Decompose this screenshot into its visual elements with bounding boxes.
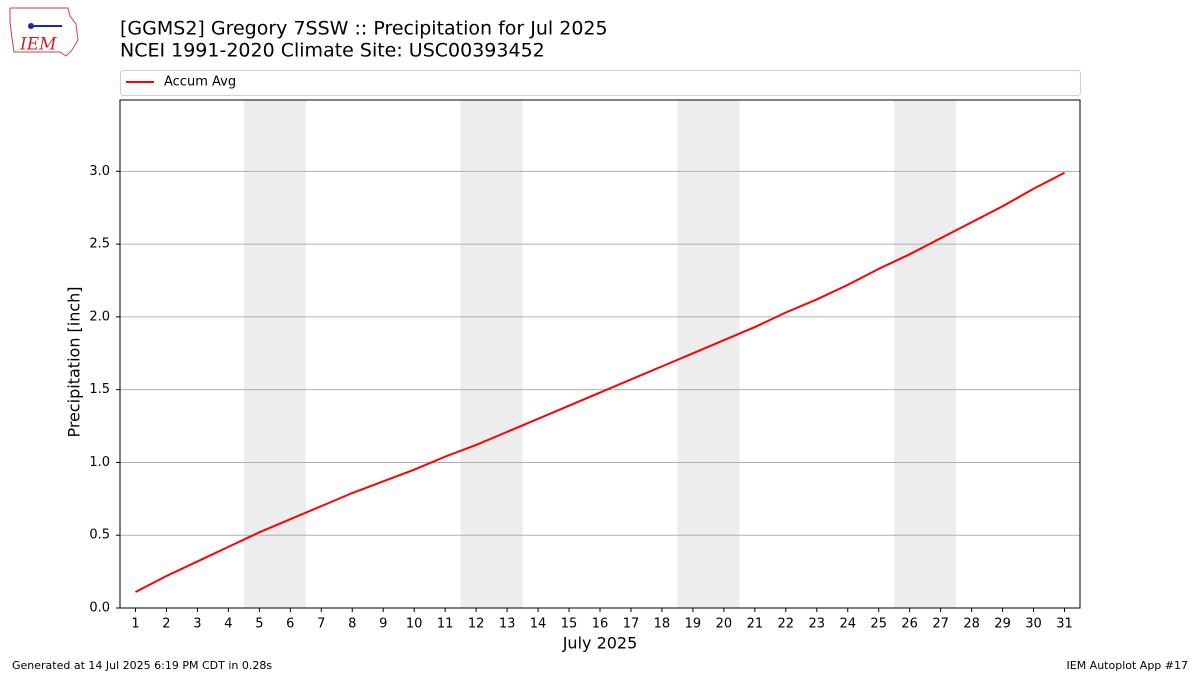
x-tick-label: 29 — [994, 617, 1011, 632]
x-tick-label: 23 — [809, 617, 826, 632]
x-tick-label: 4 — [224, 617, 232, 632]
x-tick-label: 9 — [379, 617, 387, 632]
logo: IEM — [9, 7, 79, 57]
y-tick-label: 0.0 — [89, 601, 110, 616]
y-tick-label: 0.5 — [89, 528, 110, 543]
x-tick-label: 10 — [406, 617, 423, 632]
y-axis-label: Precipitation [inch] — [65, 286, 84, 437]
x-tick-label: 17 — [623, 617, 640, 632]
x-tick-label: 6 — [286, 617, 294, 632]
x-tick-label: 30 — [1025, 617, 1042, 632]
y-tick-label: 2.5 — [89, 237, 110, 252]
x-tick-label: 12 — [468, 617, 485, 632]
plot-frame — [119, 99, 1081, 609]
x-tick-label: 15 — [561, 617, 578, 632]
weekend-shade — [894, 100, 957, 608]
chart-subtitle: NCEI 1991-2020 Climate Site: USC00393452 — [120, 40, 545, 62]
x-tick-label: 16 — [592, 617, 609, 632]
footer-left: Generated at 14 Jul 2025 6:19 PM CDT in … — [12, 659, 272, 672]
weekend-shade — [677, 100, 740, 608]
x-tick-label: 28 — [963, 617, 980, 632]
x-tick-label: 11 — [437, 617, 454, 632]
weekend-shade — [460, 100, 523, 608]
weekend-shade — [243, 100, 306, 608]
x-tick-label: 21 — [747, 617, 764, 632]
legend-box — [120, 70, 1081, 96]
x-tick-label: 1 — [131, 617, 139, 632]
chart-title: [GGMS2] Gregory 7SSW :: Precipitation fo… — [120, 18, 608, 40]
x-tick-label: 26 — [901, 617, 918, 632]
x-tick-label: 31 — [1056, 617, 1073, 632]
data-line — [135, 171, 1065, 593]
x-tick-label: 7 — [317, 617, 325, 632]
x-tick-label: 20 — [716, 617, 733, 632]
x-tick-label: 14 — [530, 617, 547, 632]
logo-text: IEM — [19, 35, 57, 55]
y-tick-label: 1.0 — [89, 455, 110, 470]
x-tick-label: 27 — [932, 617, 949, 632]
x-tick-label: 3 — [193, 617, 201, 632]
y-tick-label: 2.0 — [89, 309, 110, 324]
logo-outline — [9, 7, 79, 57]
legend-label: Accum Avg — [164, 75, 236, 90]
x-axis-label: July 2025 — [562, 634, 638, 653]
x-tick-label: 5 — [255, 617, 263, 632]
y-tick-label: 1.5 — [89, 382, 110, 397]
x-tick-label: 8 — [348, 617, 356, 632]
logo-icon — [28, 23, 34, 29]
y-tick-label: 3.0 — [89, 164, 110, 179]
x-tick-label: 24 — [839, 617, 856, 632]
x-tick-label: 19 — [685, 617, 702, 632]
footer-right: IEM Autoplot App #17 — [1067, 659, 1189, 672]
x-tick-label: 13 — [499, 617, 516, 632]
x-tick-label: 2 — [162, 617, 170, 632]
x-tick-label: 25 — [870, 617, 887, 632]
x-tick-label: 22 — [778, 617, 795, 632]
x-tick-label: 18 — [654, 617, 671, 632]
